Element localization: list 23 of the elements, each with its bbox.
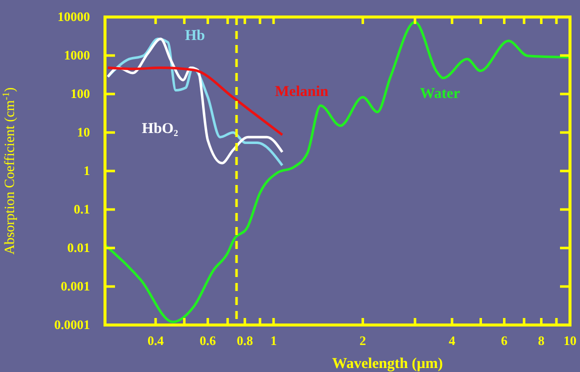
y-tick-label: 100: [70, 86, 90, 101]
series-label: Hb: [184, 28, 206, 44]
series-label: Melanin: [275, 84, 329, 100]
y-tick-label: 0.001: [60, 278, 90, 294]
x-tick-label: 2: [360, 333, 366, 348]
x-tick-label: 0.8: [236, 333, 254, 348]
y-tick-label: 0.1: [74, 202, 90, 216]
y-tick-label: 1: [84, 163, 90, 178]
x-tick-label: 1: [270, 333, 277, 348]
x-tick-label: 10: [564, 333, 576, 348]
x-tick-label: 6: [500, 333, 508, 348]
x-axis-title: Wavelength (µm): [332, 356, 443, 372]
y-tick-label: 10000: [58, 9, 90, 24]
x-tick-label: 0.4: [147, 333, 164, 348]
y-tick-label: 10: [77, 124, 90, 140]
x-tick-label: 4: [448, 333, 456, 348]
series-label: HbO₂: [142, 121, 179, 137]
x-tick-label: 8: [538, 333, 546, 348]
y-tick-label: 1000: [64, 48, 90, 62]
x-tick-label: 0.6: [200, 333, 216, 348]
y-tick-label: 0.0001: [54, 317, 90, 332]
y-tick-label: 0.01: [67, 240, 90, 255]
series-label: Water: [420, 86, 460, 102]
